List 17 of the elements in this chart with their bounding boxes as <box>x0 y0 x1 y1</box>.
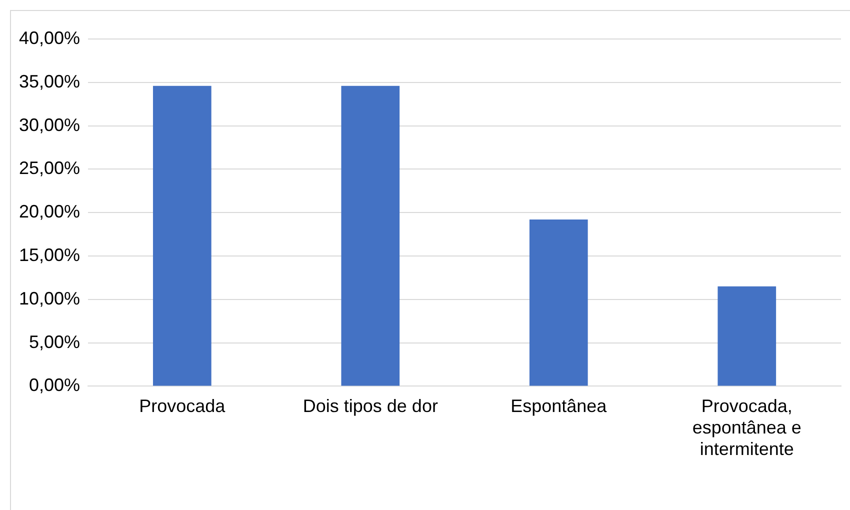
x-tick-label: Dois tipos de dor <box>302 396 438 416</box>
bar <box>529 220 588 386</box>
y-tick-label: 5,00% <box>29 332 80 352</box>
x-tick-label: Provocada <box>139 396 226 416</box>
y-tick-label: 20,00% <box>18 202 80 222</box>
y-tick-label: 40,00% <box>18 28 80 48</box>
y-tick-label: 35,00% <box>18 71 80 92</box>
y-tick-label: 25,00% <box>18 158 80 178</box>
x-tick-label: Provocada, espontânea e intermitente <box>692 396 802 460</box>
y-tick-label: 0,00% <box>29 375 80 396</box>
bar <box>152 86 212 386</box>
bar <box>718 286 776 386</box>
y-tick-label: 10,00% <box>18 288 80 308</box>
bar <box>341 86 400 386</box>
x-tick-label: Espontânea <box>510 396 608 416</box>
y-tick-label: 15,00% <box>18 244 80 265</box>
y-tick-label: 30,00% <box>18 114 80 135</box>
